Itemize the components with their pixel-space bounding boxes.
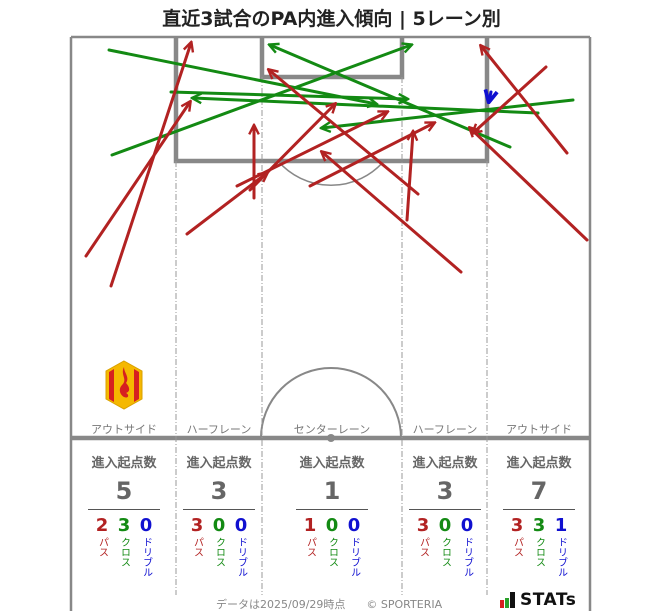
divider bbox=[183, 509, 255, 510]
data-date: データは2025/09/29時点 bbox=[216, 598, 346, 611]
lane-label-right-outside: アウトサイド bbox=[506, 423, 572, 436]
lane-dividers bbox=[175, 77, 488, 595]
lane-stats-right-outside: 進入起点数 7 3 パス 3 クロス 1 ドリブル bbox=[488, 452, 590, 577]
cross-label: クロス bbox=[533, 537, 545, 567]
dribble-count: 0 bbox=[347, 515, 361, 536]
copyright: © SPORTERIA bbox=[366, 598, 443, 611]
dribble-arrows bbox=[489, 92, 491, 101]
bar-chart-icon bbox=[500, 592, 515, 608]
lane-stats-center: 進入起点数 1 1 パス 0 クロス 0 ドリブル bbox=[263, 452, 401, 577]
brand-name: STATs bbox=[520, 590, 577, 610]
dribble-label: ドリブル bbox=[348, 537, 360, 577]
dribble-count: 0 bbox=[139, 515, 153, 536]
entry-count-total: 7 bbox=[530, 477, 548, 505]
divider bbox=[88, 509, 160, 510]
entry-count-total: 3 bbox=[436, 477, 454, 505]
cross-label: クロス bbox=[439, 537, 451, 567]
pass-count: 3 bbox=[190, 515, 204, 536]
cross-label: クロス bbox=[213, 537, 225, 567]
entry-count-total: 3 bbox=[210, 477, 228, 505]
dribble-label: ドリブル bbox=[235, 537, 247, 577]
pass-count: 3 bbox=[510, 515, 524, 536]
pass-label: パス bbox=[96, 537, 108, 557]
lane-label-right-halfspace: ハーフレーン bbox=[412, 423, 478, 436]
footer-credit: データは2025/09/29時点 © SPORTERIA bbox=[216, 596, 442, 612]
cross-count: 0 bbox=[438, 515, 452, 536]
cross-label: クロス bbox=[326, 537, 338, 567]
cross-count: 3 bbox=[117, 515, 131, 536]
entry-count-header: 進入起点数 bbox=[299, 456, 365, 471]
cross-arrows bbox=[107, 45, 575, 157]
dribble-count: 0 bbox=[234, 515, 248, 536]
chart-title: 直近3試合のPA内進入傾向 | 5レーン別 bbox=[162, 8, 501, 30]
dribble-count: 0 bbox=[460, 515, 474, 536]
cross-count: 3 bbox=[532, 515, 546, 536]
entry-count-header: 進入起点数 bbox=[91, 456, 157, 471]
entry-count-header: 進入起点数 bbox=[506, 456, 572, 471]
pass-label: パス bbox=[191, 537, 203, 557]
dribble-label: ドリブル bbox=[555, 537, 567, 577]
lane-stats-left-outside: 進入起点数 5 2 パス 3 クロス 0 ドリブル bbox=[76, 452, 172, 577]
divider bbox=[296, 509, 368, 510]
dribble-count: 1 bbox=[554, 515, 568, 536]
cross-count: 0 bbox=[325, 515, 339, 536]
pass-count: 3 bbox=[416, 515, 430, 536]
lane-label-center: センターレーン bbox=[293, 423, 371, 436]
entry-count-total: 5 bbox=[115, 477, 133, 505]
dribble-label: ドリブル bbox=[140, 537, 152, 577]
pass-arrows bbox=[84, 43, 589, 288]
entry-count-header: 進入起点数 bbox=[412, 456, 478, 471]
dribble-label: ドリブル bbox=[461, 537, 473, 577]
team-crest-icon bbox=[105, 360, 143, 410]
stats-logo: STATs bbox=[500, 590, 576, 610]
cross-label: クロス bbox=[118, 537, 130, 567]
divider bbox=[409, 509, 481, 510]
pass-label: パス bbox=[304, 537, 316, 557]
lane-label-left-halfspace: ハーフレーン bbox=[186, 423, 252, 436]
cross-count: 0 bbox=[212, 515, 226, 536]
pass-count: 1 bbox=[303, 515, 317, 536]
pass-label: パス bbox=[417, 537, 429, 557]
lane-stats-right-halfspace: 進入起点数 3 3 パス 0 クロス 0 ドリブル bbox=[403, 452, 487, 577]
pass-label: パス bbox=[511, 537, 523, 557]
lane-stats-left-halfspace: 進入起点数 3 3 パス 0 クロス 0 ドリブル bbox=[177, 452, 261, 577]
entry-count-total: 1 bbox=[323, 477, 341, 505]
entry-count-header: 進入起点数 bbox=[186, 456, 252, 471]
divider bbox=[503, 509, 575, 510]
pass-count: 2 bbox=[95, 515, 109, 536]
lane-label-left-outside: アウトサイド bbox=[91, 423, 157, 436]
